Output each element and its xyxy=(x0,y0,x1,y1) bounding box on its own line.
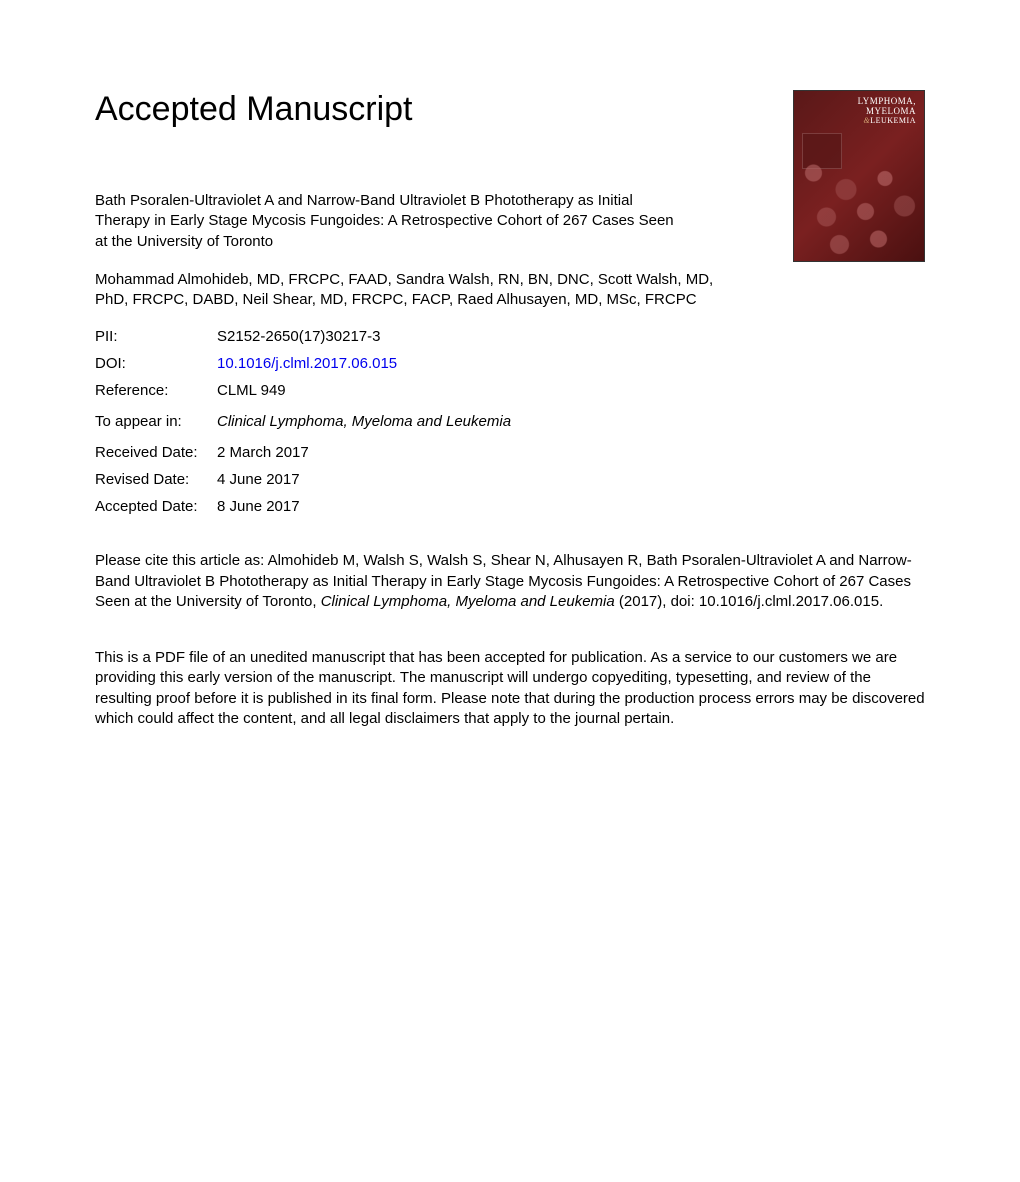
meta-row-doi: DOI: 10.1016/j.clml.2017.06.015 xyxy=(95,355,925,372)
meta-value-doi-link[interactable]: 10.1016/j.clml.2017.06.015 xyxy=(217,355,397,372)
meta-value-pii: S2152-2650(17)30217-3 xyxy=(217,328,380,345)
meta-label: PII: xyxy=(95,328,217,345)
meta-row-reference: Reference: CLML 949 xyxy=(95,382,925,399)
cover-cell-pattern xyxy=(794,151,924,261)
cover-title: LYMPHOMA, MYELOMA &LEUKEMIA xyxy=(794,91,924,128)
article-title: Bath Psoralen-Ultraviolet A and Narrow-B… xyxy=(95,191,685,252)
citation-text: Please cite this article as: Almohideb M… xyxy=(95,551,925,612)
meta-label: Revised Date: xyxy=(95,471,217,488)
meta-value-reference: CLML 949 xyxy=(217,382,286,399)
citation-suffix: (2017), doi: 10.1016/j.clml.2017.06.015. xyxy=(615,593,884,610)
meta-value-accepted: 8 June 2017 xyxy=(217,498,300,515)
metadata-table: PII: S2152-2650(17)30217-3 DOI: 10.1016/… xyxy=(95,328,925,515)
citation-journal: Clinical Lymphoma, Myeloma and Leukemia xyxy=(321,593,615,610)
meta-label: Reference: xyxy=(95,382,217,399)
meta-row-appear-in: To appear in: Clinical Lymphoma, Myeloma… xyxy=(95,413,925,430)
meta-row-pii: PII: S2152-2650(17)30217-3 xyxy=(95,328,925,345)
meta-label: Accepted Date: xyxy=(95,498,217,515)
meta-label: Received Date: xyxy=(95,444,217,461)
meta-row-revised: Revised Date: 4 June 2017 xyxy=(95,471,925,488)
meta-label: To appear in: xyxy=(95,413,217,430)
authors-list: Mohammad Almohideb, MD, FRCPC, FAAD, San… xyxy=(95,270,735,311)
journal-cover-thumbnail: LYMPHOMA, MYELOMA &LEUKEMIA xyxy=(793,90,925,262)
meta-value-revised: 4 June 2017 xyxy=(217,471,300,488)
document-page: Accepted Manuscript LYMPHOMA, MYELOMA &L… xyxy=(0,0,1020,1182)
meta-row-received: Received Date: 2 March 2017 xyxy=(95,444,925,461)
meta-value-received: 2 March 2017 xyxy=(217,444,309,461)
meta-label: DOI: xyxy=(95,355,217,372)
cover-title-line3: &LEUKEMIA xyxy=(802,117,916,126)
disclaimer-text: This is a PDF file of an unedited manusc… xyxy=(95,648,925,729)
meta-value-journal: Clinical Lymphoma, Myeloma and Leukemia xyxy=(217,413,511,430)
meta-row-accepted: Accepted Date: 8 June 2017 xyxy=(95,498,925,515)
